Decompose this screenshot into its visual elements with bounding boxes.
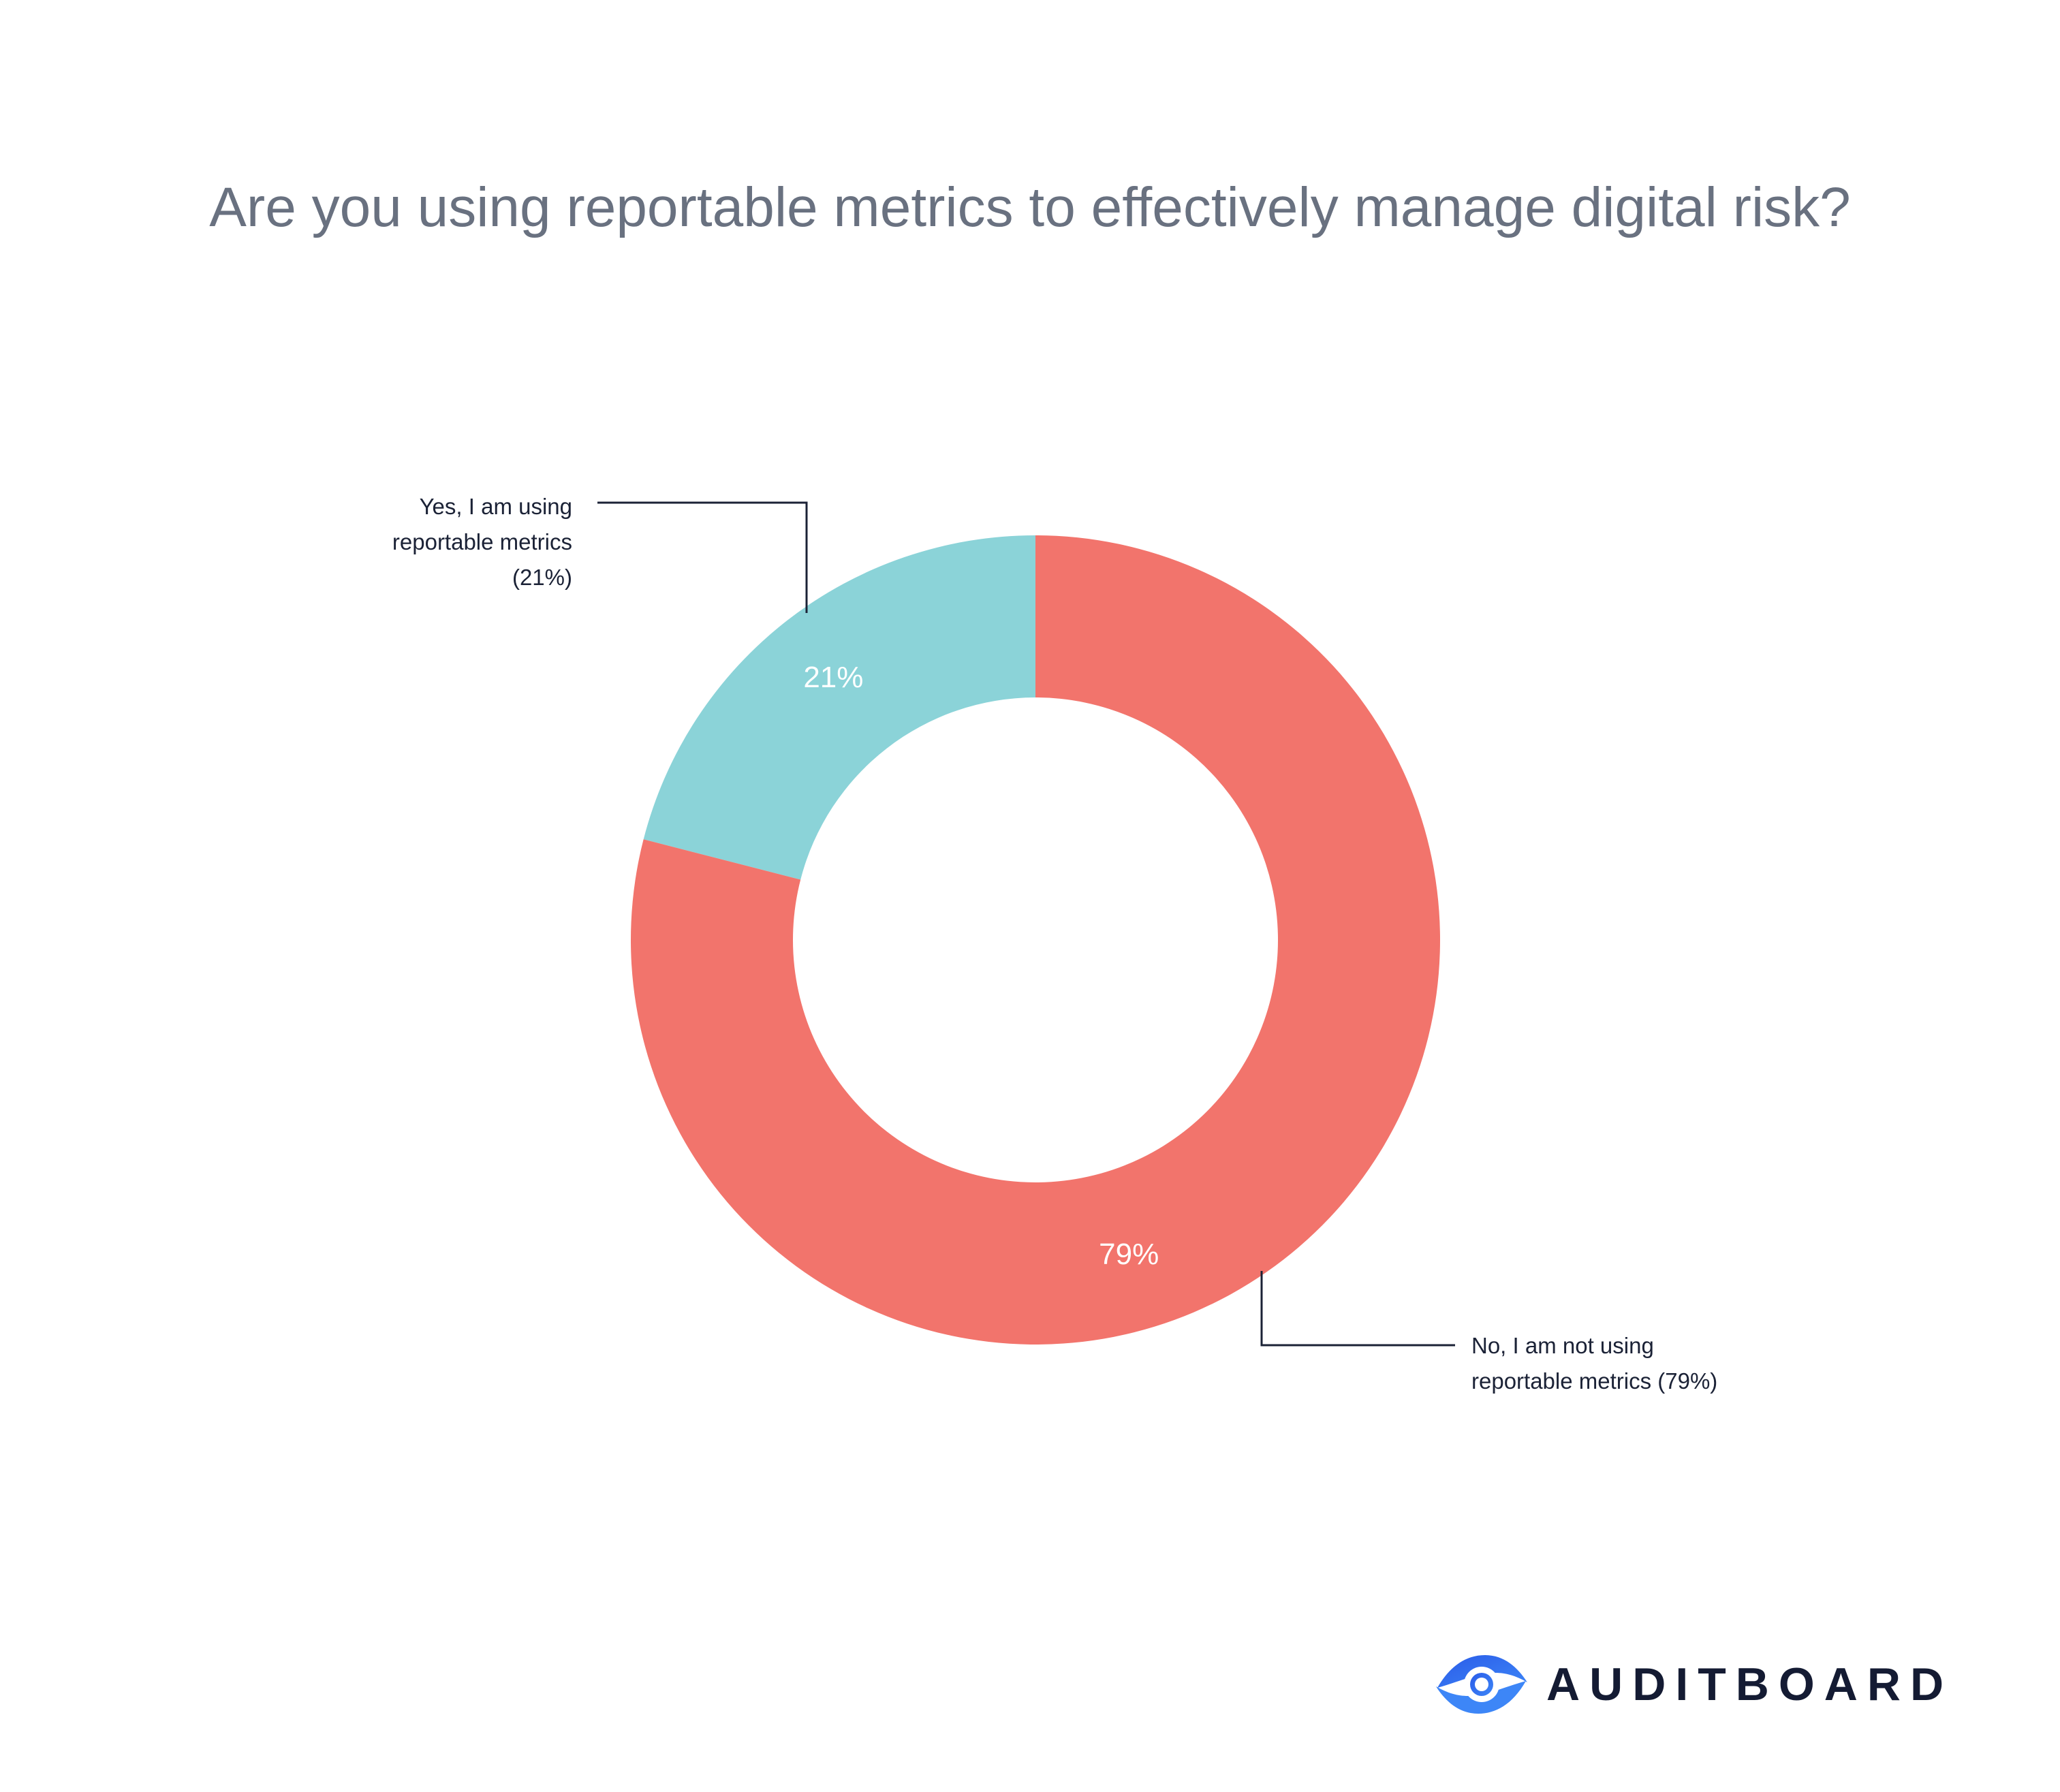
brand-logo: AUDITBOARD: [1431, 1647, 1953, 1722]
leader-line-yes: [597, 501, 808, 613]
brand-name: AUDITBOARD: [1546, 1659, 1954, 1710]
donut-slice-no: [630, 535, 1440, 1345]
chart-title: Are you using reportable metrics to effe…: [209, 176, 1851, 238]
donut-slice-yes: [643, 535, 1035, 880]
value-label-no: 79%: [1099, 1238, 1159, 1271]
value-labels: 21% 79%: [803, 661, 1159, 1271]
leader-line-no: [1260, 1271, 1455, 1347]
value-label-yes: 21%: [803, 661, 863, 694]
slice-label-no-line-2: reportable metrics (79%): [1471, 1368, 1718, 1394]
slice-label-yes-line-1: Yes, I am using: [419, 494, 572, 519]
leader-lines: [597, 501, 1455, 1347]
slice-label-yes-line-2: reportable metrics: [392, 529, 572, 554]
slice-label-yes: Yes, I am using reportable metrics (21%): [320, 489, 572, 595]
slice-label-no: No, I am not using reportable metrics (7…: [1471, 1328, 1826, 1399]
auditboard-logo-icon: [1436, 1655, 1527, 1714]
donut-slices: [630, 535, 1440, 1345]
slice-label-yes-line-3: (21%): [512, 565, 572, 590]
slice-label-no-line-1: No, I am not using: [1471, 1333, 1654, 1358]
